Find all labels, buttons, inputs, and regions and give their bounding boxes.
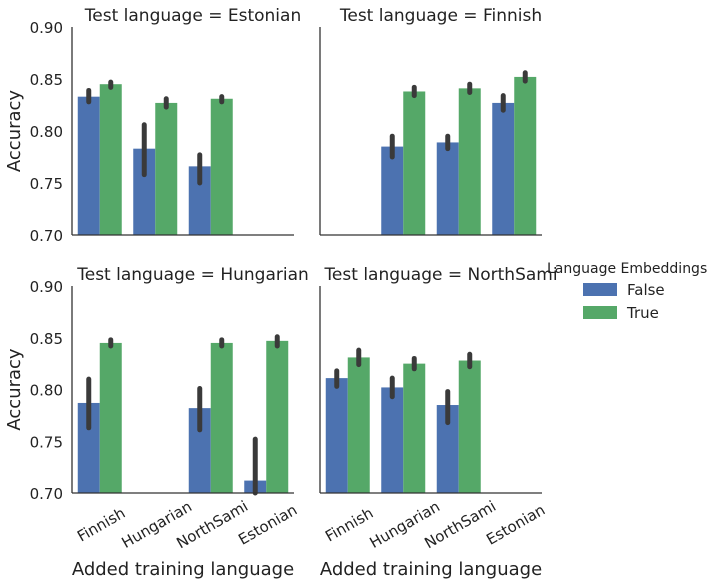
bar-false-estonian xyxy=(492,102,515,235)
bar-true-northsami xyxy=(458,88,481,235)
bar-true-northsami xyxy=(210,98,233,235)
y-tick-label: 0.70 xyxy=(30,485,63,503)
panel-title: Test language = Finnish xyxy=(339,6,542,26)
legend-label: False xyxy=(627,281,665,299)
bar-false-northsami xyxy=(188,408,211,493)
panel-title: Test language = NorthSami xyxy=(323,265,557,285)
legend-title: Language Embeddings xyxy=(547,261,707,277)
legend-swatch-true xyxy=(583,306,617,319)
bar-true-finnish xyxy=(347,357,370,493)
y-tick-label: 0.70 xyxy=(30,227,63,245)
y-tick-label: 0.80 xyxy=(30,382,63,400)
x-axis-label: Added training language xyxy=(72,559,294,580)
panel-title: Test language = Hungarian xyxy=(76,265,309,285)
bar-false-finnish xyxy=(77,402,100,493)
bar-true-hungarian xyxy=(155,102,178,235)
y-axis-label: Accuracy xyxy=(4,348,25,431)
bar-true-northsami xyxy=(210,342,233,493)
legend-swatch-false xyxy=(583,283,617,296)
bar-false-hungarian xyxy=(381,387,404,493)
bar-true-finnish xyxy=(99,342,122,493)
bar-false-hungarian xyxy=(381,146,404,235)
bar-false-hungarian xyxy=(133,148,156,235)
bar-false-northsami xyxy=(188,166,211,235)
bar-true-estonian xyxy=(266,340,289,493)
bar-false-finnish xyxy=(77,96,100,236)
bar-false-finnish xyxy=(325,378,348,493)
bar-true-northsami xyxy=(458,360,481,493)
y-tick-label: 0.85 xyxy=(30,71,63,89)
y-axis-label: Accuracy xyxy=(4,90,25,173)
y-tick-label: 0.90 xyxy=(30,278,63,296)
bar-false-northsami xyxy=(436,142,459,235)
y-tick-label: 0.80 xyxy=(30,123,63,141)
y-tick-label: 0.85 xyxy=(30,330,63,348)
bar-true-hungarian xyxy=(403,91,426,235)
bar-true-finnish xyxy=(99,84,122,235)
legend-label: True xyxy=(626,304,659,322)
bar-true-hungarian xyxy=(403,363,426,493)
panel-title: Test language = Estonian xyxy=(84,6,301,26)
bar-false-northsami xyxy=(436,405,459,493)
y-tick-label: 0.90 xyxy=(30,19,63,37)
x-axis-label: Added training language xyxy=(320,559,542,580)
y-tick-label: 0.75 xyxy=(30,433,63,451)
y-tick-label: 0.75 xyxy=(30,175,63,193)
bar-true-estonian xyxy=(514,76,537,235)
